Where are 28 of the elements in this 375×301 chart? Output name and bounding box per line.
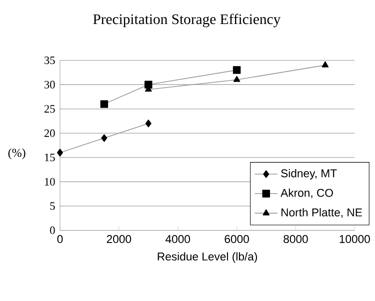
x-axis-title: Residue Level (lb/a) [158, 252, 257, 263]
x-tick-label: 10000 [340, 235, 370, 244]
x-tick-label: 6000 [224, 235, 249, 244]
y-tick-label: 10 [44, 178, 55, 186]
chart-title: Precipitation Storage Efficiency [93, 14, 281, 28]
legend-label: North Platte, NE [282, 208, 362, 218]
legend-label: Sidney, MT [281, 168, 337, 180]
point [57, 148, 63, 156]
point [322, 61, 329, 68]
y-tick-label: 5 [50, 202, 55, 210]
x-tick-label: 4000 [166, 235, 190, 244]
legend-label: Akron, CO [280, 188, 333, 198]
point [100, 100, 108, 108]
y-tick-label: 20 [44, 129, 55, 138]
point [232, 66, 241, 74]
point [144, 80, 152, 88]
x-tick-label: 2000 [106, 235, 132, 244]
y-tick-label: 25 [44, 105, 55, 113]
y-tick-label: 15 [44, 154, 55, 162]
x-tick-label: 0 [57, 235, 63, 244]
y-tick-label: 0 [50, 226, 55, 234]
point [101, 134, 108, 142]
y-axis-title: (%) [8, 148, 26, 160]
x-tick-label: 8000 [284, 235, 308, 244]
y-tick-label: 35 [44, 56, 55, 64]
point [145, 120, 152, 128]
y-tick-label: 30 [44, 80, 55, 88]
point [233, 76, 240, 82]
